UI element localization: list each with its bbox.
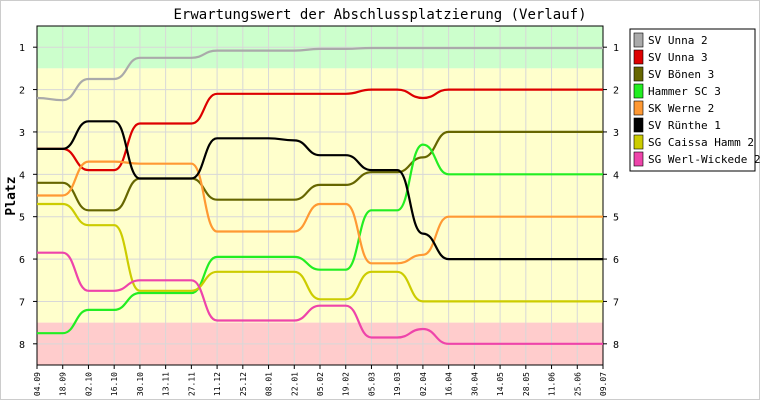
y-tick-label-right: 2	[613, 86, 619, 97]
x-tick-label: 22.01	[290, 372, 299, 396]
y-tick-label-left: 3	[19, 128, 25, 139]
series-line-sg-werl-wickede-2	[37, 251, 603, 345]
legend-swatch	[633, 134, 644, 150]
series-lines	[36, 46, 603, 345]
y-axis-label: Platz	[4, 176, 19, 215]
x-tick-label: 13.11	[162, 372, 171, 396]
y-tick-label-left: 6	[19, 255, 25, 266]
series-line-sv-unna-3	[37, 88, 603, 172]
x-tick-label: 11.06	[548, 372, 557, 396]
legend-box	[629, 28, 756, 172]
series-line-sv-b-nen-3	[37, 130, 603, 212]
y-tick-label-right: 5	[613, 213, 619, 224]
x-tick-label: 25.06	[573, 372, 582, 396]
legend-label: SV Unna 2	[648, 34, 708, 47]
x-tick-label: 28.05	[522, 372, 531, 396]
x-tick-label: 16.04	[445, 372, 454, 396]
y-tick-label-left: 5	[19, 213, 25, 224]
y-tick-label-right: 1	[613, 43, 619, 54]
legend-swatch	[633, 117, 644, 133]
x-tick-label: 11.12	[213, 372, 222, 396]
x-tick-label: 14.05	[496, 372, 505, 396]
series-line-sk-werne-2	[37, 160, 603, 265]
y-tick-label-left: 4	[19, 170, 25, 181]
x-tick-label: 30.10	[136, 372, 145, 396]
legend-label: SV Unna 3	[648, 51, 708, 64]
x-tick-label: 08.01	[265, 372, 274, 396]
y-tick-label-right: 6	[613, 255, 619, 266]
legend-label: SG Werl-Wickede 2	[648, 153, 760, 166]
x-tick-label: 25.12	[239, 372, 248, 396]
legend: SV Unna 2 SV Unna 3 SV Bönen 3 Hammer SC 3 S…	[629, 28, 760, 172]
legend-label: SK Werne 2	[648, 102, 714, 115]
legend-swatch	[633, 83, 644, 99]
legend-swatch	[633, 151, 644, 167]
x-tick-label: 27.11	[187, 372, 196, 396]
x-tick-label: 19.03	[393, 372, 402, 396]
axis-ticks: 1 1 2 2 3 3 4 4 5 5 6 6 7 7 8 8 04.09 18.09 02.10 16.10 30.1…	[19, 43, 619, 396]
x-tick-label: 05.02	[316, 372, 325, 396]
y-tick-label-left: 1	[19, 43, 25, 54]
y-tick-label-right: 8	[613, 340, 619, 351]
y-tick-label-left: 2	[19, 86, 25, 97]
y-tick-label-right: 7	[613, 297, 619, 308]
x-tick-label: 04.09	[33, 372, 42, 396]
series-line-sv-unna-2	[36, 46, 603, 102]
legend-label: SV Bönen 3	[648, 68, 714, 81]
series-line-sg-caissa-hamm-2	[37, 202, 603, 303]
legend-swatch	[633, 32, 644, 48]
x-tick-label: 09.07	[599, 372, 608, 396]
x-tick-label: 02.04	[419, 372, 428, 396]
series-line-hammer-sc-3	[36, 143, 603, 335]
legend-label: SV Rünthe 1	[648, 119, 721, 132]
legend-label: Hammer SC 3	[648, 85, 721, 98]
x-tick-label: 19.02	[342, 372, 351, 396]
legend-swatch	[633, 66, 644, 82]
series-line-sv-r-nthe-1	[37, 120, 603, 261]
y-tick-label-left: 8	[19, 340, 25, 351]
y-tick-label-right: 3	[613, 128, 619, 139]
x-tick-label: 16.10	[110, 372, 119, 396]
legend-swatch	[633, 100, 644, 116]
legend-swatch	[633, 49, 644, 65]
y-tick-label-left: 7	[19, 297, 25, 308]
chart-title: Erwartungswert der Abschlussplatzierung …	[173, 7, 586, 23]
x-tick-label: 30.04	[470, 372, 479, 396]
y-tick-label-right: 4	[613, 170, 619, 181]
legend-label: SG Caissa Hamm 2	[648, 136, 754, 149]
x-tick-label: 05.03	[368, 372, 377, 396]
x-tick-label: 02.10	[85, 372, 94, 396]
x-tick-label: 18.09	[59, 372, 68, 396]
